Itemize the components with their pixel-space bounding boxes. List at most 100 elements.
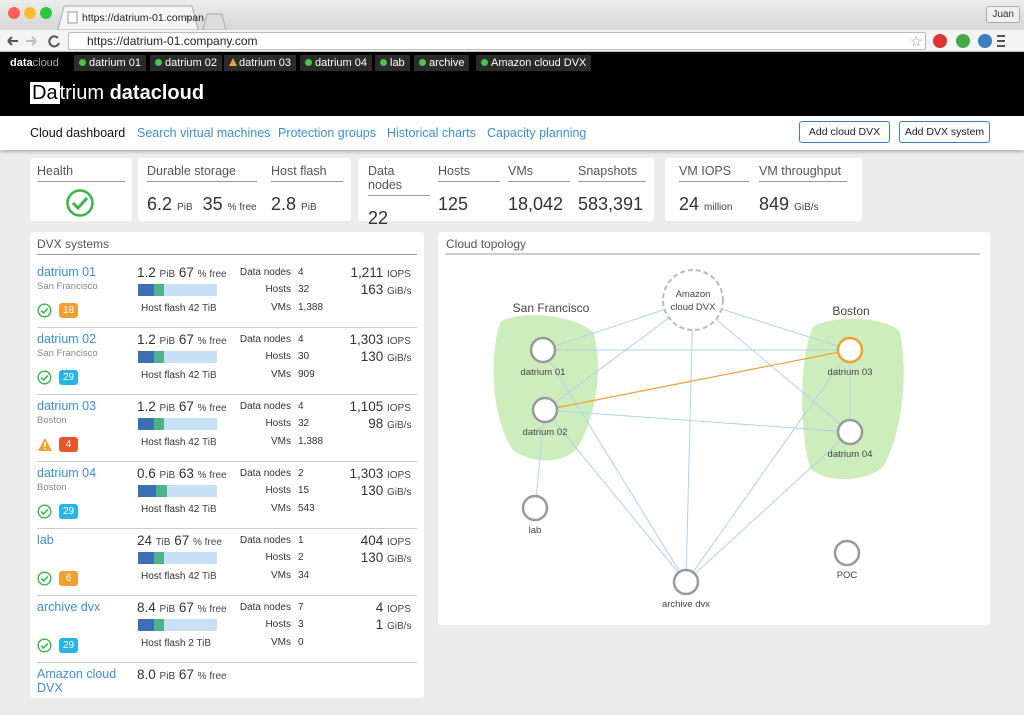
- perf-unit: GiB/s: [387, 420, 412, 431]
- stat-label: VMs: [271, 503, 291, 514]
- perf: 130 GiB/s: [360, 349, 412, 364]
- perf-unit: IOPS: [387, 403, 411, 414]
- free-label: % free: [197, 470, 227, 481]
- system-tab[interactable]: datrium 01: [74, 55, 146, 71]
- stat-value: 3: [298, 619, 304, 630]
- stat-label: VMs: [271, 637, 291, 648]
- nav-link[interactable]: Historical charts: [387, 126, 476, 140]
- url-text: https://datrium-01.company.com: [87, 34, 258, 48]
- perf-unit: GiB/s: [387, 621, 412, 632]
- status: [37, 571, 53, 591]
- forward-button[interactable]: [26, 36, 37, 46]
- browser-toolbar: https://datrium-01.company.com ☆: [0, 30, 1024, 52]
- dvx-name[interactable]: lab: [37, 533, 54, 547]
- dvx-name[interactable]: datrium 04: [37, 466, 97, 480]
- dvx-name[interactable]: Amazon cloud DVX: [37, 667, 117, 695]
- edge: [534, 409, 546, 509]
- zoom-button[interactable]: [40, 7, 52, 19]
- flash-value: 42: [188, 571, 200, 582]
- back-button[interactable]: [7, 36, 18, 46]
- address-bar[interactable]: https://datrium-01.company.com: [68, 32, 926, 50]
- warning-mark: [44, 442, 46, 447]
- logo-product: datacloud: [109, 82, 205, 104]
- perf-unit: GiB/s: [387, 286, 412, 297]
- node-label: cloud DVX: [671, 302, 717, 313]
- free-label: % free: [197, 604, 227, 615]
- alert-badge[interactable]: 4: [59, 437, 78, 452]
- dvx-name[interactable]: datrium 03: [37, 399, 97, 413]
- system-tab[interactable]: datrium 02: [150, 55, 222, 71]
- dvx-panel: DVX systems datrium 01 San Francisco 18 1.2…: [30, 232, 424, 698]
- stat-value: 2: [298, 552, 304, 563]
- nav-button[interactable]: Add cloud DVX: [799, 121, 890, 143]
- nav-link[interactable]: Protection groups: [278, 126, 376, 140]
- perf-unit: GiB/s: [387, 554, 412, 565]
- nav-button[interactable]: Add DVX system: [899, 121, 990, 143]
- alert-badge[interactable]: 29: [59, 504, 78, 519]
- edge: [685, 349, 851, 583]
- system-tab[interactable]: Amazon cloud DVX: [476, 55, 592, 71]
- capacity-value: 8.0: [137, 667, 156, 682]
- node: [833, 539, 861, 567]
- capacity: 1.2 PiB 67 % free: [137, 265, 227, 280]
- close-button[interactable]: [8, 7, 20, 19]
- capacity-used: [138, 284, 165, 296]
- capacity-value: 1.2: [137, 332, 156, 347]
- minimize-button[interactable]: [24, 7, 36, 19]
- ok-check: [40, 642, 49, 650]
- user-name[interactable]: Juan: [986, 6, 1020, 23]
- reload-button[interactable]: [48, 35, 60, 48]
- nav-link[interactable]: Capacity planning: [487, 126, 587, 140]
- alert-badge[interactable]: 18: [59, 303, 78, 318]
- dvx-name[interactable]: datrium 01: [37, 265, 97, 279]
- perf-value: 130: [360, 349, 384, 364]
- status: [37, 638, 53, 658]
- perf-value: 1,105: [349, 399, 384, 414]
- perf: 4 IOPS: [376, 600, 411, 615]
- flash-unit: TiB: [201, 437, 217, 448]
- perf: 130 GiB/s: [361, 550, 412, 565]
- tab-label: Amazon cloud DVX: [491, 57, 587, 69]
- stat-value: 7: [298, 602, 304, 613]
- node-label: lab: [529, 525, 542, 536]
- nav-link[interactable]: Search virtual machines: [137, 126, 271, 140]
- tab-close[interactable]: ×: [185, 13, 191, 24]
- logo-rest: trium: [59, 82, 105, 104]
- system-tab[interactable]: lab: [375, 55, 410, 71]
- bookmark-star[interactable]: ☆: [910, 33, 923, 49]
- alert-badge[interactable]: 6: [59, 571, 78, 586]
- card-title: Durable storage: [147, 164, 257, 182]
- system-tab[interactable]: archive: [414, 55, 470, 71]
- tab-label: lab: [390, 57, 405, 69]
- capacity: 1.2 PiB 67 % free: [137, 332, 227, 347]
- new-tab[interactable]: [202, 13, 227, 31]
- menu-button[interactable]: [997, 35, 1005, 47]
- capacity-value: 0.6: [137, 466, 156, 481]
- dvx-location: Boston: [37, 415, 67, 426]
- panel-title: DVX systems: [37, 237, 417, 255]
- extension-icon[interactable]: [956, 34, 970, 48]
- stat-label: Data nodes: [239, 334, 291, 345]
- adblock-icon[interactable]: [933, 34, 947, 48]
- status: [37, 303, 53, 323]
- status-dot: [79, 59, 86, 66]
- site-label: Boston: [832, 304, 869, 318]
- alert-badge[interactable]: 29: [59, 638, 78, 653]
- flash-label: Host flash: [141, 303, 186, 314]
- dvx-row: datrium 02 San Francisco 29 1.2 PiB 67 % fr…: [37, 328, 417, 395]
- value: 35: [202, 194, 223, 214]
- extension-icon[interactable]: [978, 34, 992, 48]
- edge-warning: [544, 349, 851, 411]
- dvx-location: San Francisco: [37, 348, 98, 359]
- capacity-unit: PiB: [159, 403, 176, 414]
- card-title: Health: [37, 164, 125, 182]
- system-tab[interactable]: datrium 03: [224, 55, 296, 71]
- alert-badge[interactable]: 29: [59, 370, 78, 385]
- dvx-name[interactable]: datrium 02: [37, 332, 97, 346]
- logo: Da trium datacloud: [30, 82, 204, 105]
- dvx-name[interactable]: archive dvx: [37, 600, 101, 614]
- system-tab[interactable]: datrium 04: [300, 55, 372, 71]
- nav-link[interactable]: Cloud dashboard: [30, 126, 126, 140]
- host-flash: Host flash 42 TiB: [141, 437, 217, 448]
- nav-buttons: [7, 35, 60, 48]
